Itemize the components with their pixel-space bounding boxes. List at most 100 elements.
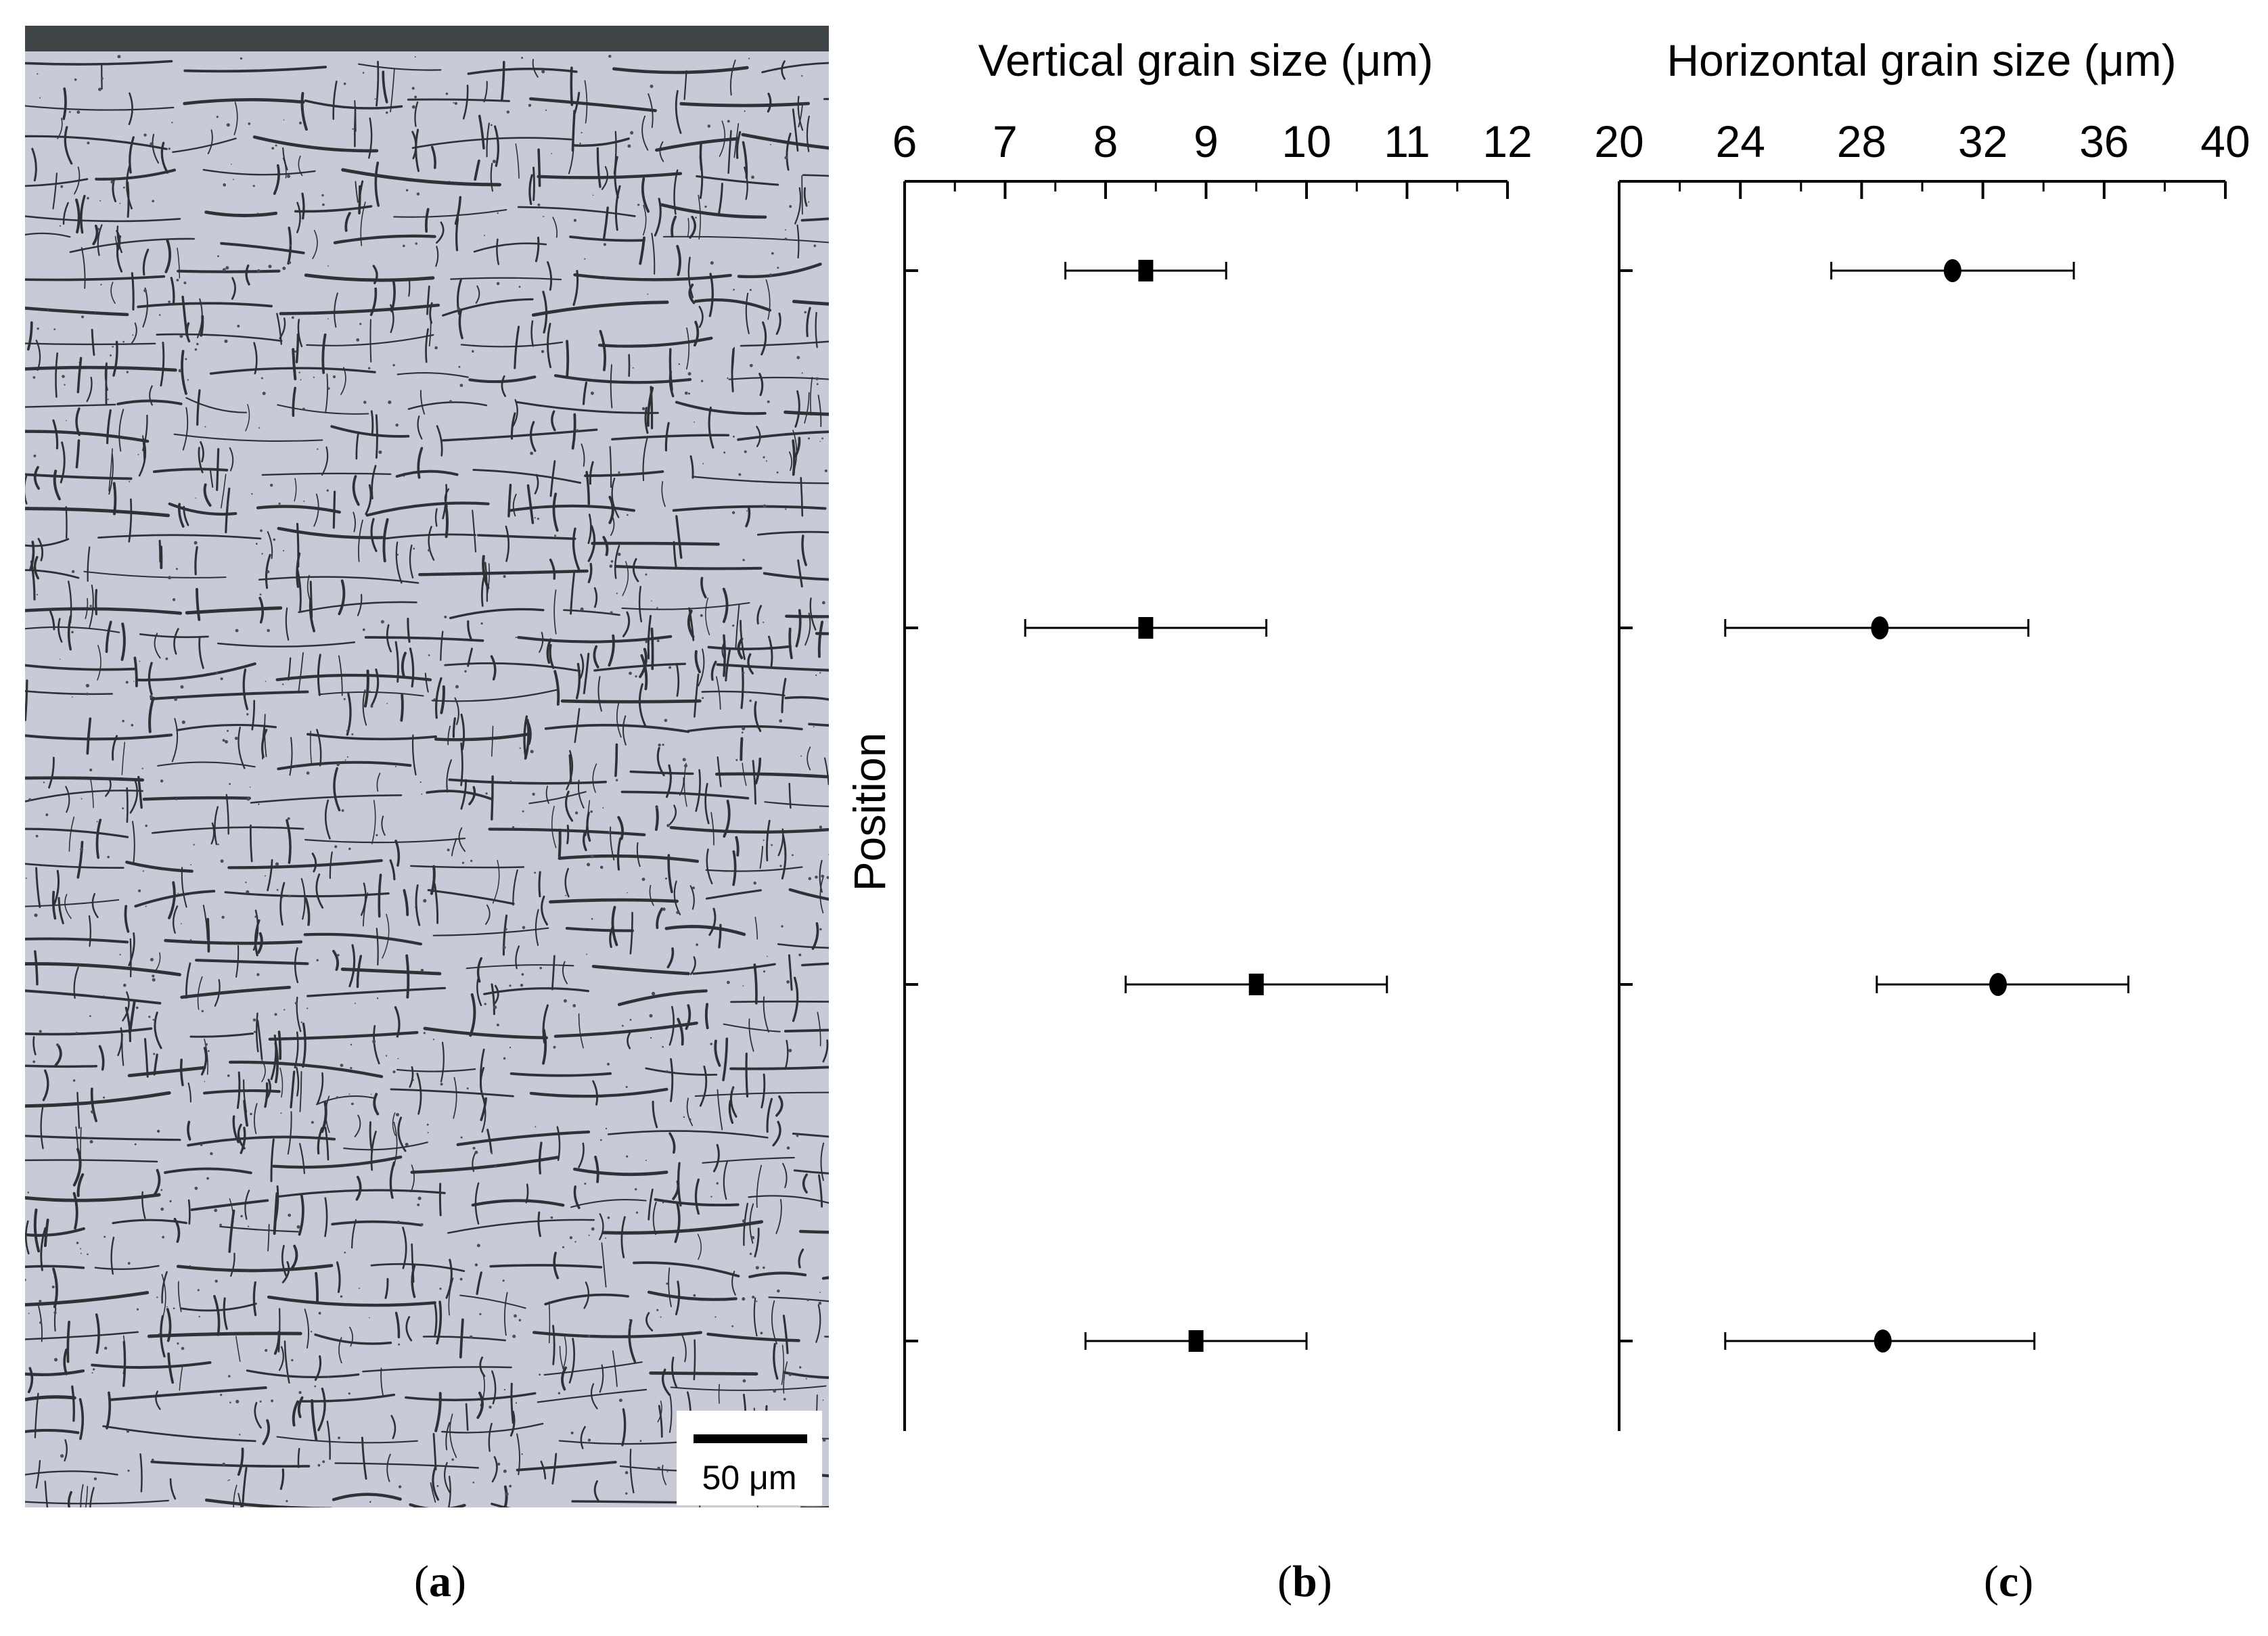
grain-boundary bbox=[610, 826, 615, 861]
inclusion-dot bbox=[93, 1477, 97, 1480]
grain-boundary bbox=[476, 957, 482, 983]
grain-boundary bbox=[587, 525, 596, 562]
grain-boundary bbox=[310, 731, 313, 765]
inclusion-dot bbox=[189, 1265, 191, 1267]
inclusion-dot bbox=[117, 55, 121, 59]
inclusion-dot bbox=[352, 128, 354, 130]
grain-boundary bbox=[136, 662, 256, 682]
grain-boundary bbox=[639, 647, 648, 679]
inclusion-dot bbox=[348, 1392, 350, 1395]
grain-boundary bbox=[781, 1344, 784, 1386]
grain-boundary bbox=[648, 93, 654, 129]
grain-boundary bbox=[237, 1123, 246, 1150]
grain-boundary bbox=[112, 735, 118, 761]
grain-boundary bbox=[442, 298, 534, 317]
grain-boundary bbox=[49, 610, 55, 631]
grain-boundary bbox=[214, 806, 219, 845]
grain-boundary bbox=[806, 306, 811, 338]
inclusion-dot bbox=[172, 598, 176, 601]
grain-boundary bbox=[139, 633, 209, 639]
inclusion-dot bbox=[784, 156, 788, 160]
grain-boundary bbox=[416, 1072, 422, 1115]
grain-boundary bbox=[173, 433, 323, 442]
grain-boundary bbox=[740, 737, 744, 761]
inclusion-dot bbox=[47, 309, 49, 311]
grain-boundary bbox=[380, 1367, 384, 1396]
inclusion-dot bbox=[485, 792, 488, 795]
inclusion-dot bbox=[512, 826, 515, 829]
grain-boundary bbox=[491, 1456, 498, 1482]
inclusion-dot bbox=[374, 98, 376, 100]
grain-boundary bbox=[424, 208, 430, 233]
grain-boundary bbox=[480, 576, 485, 607]
grain-boundary bbox=[517, 206, 636, 217]
inclusion-dot bbox=[662, 1202, 664, 1204]
inclusion-dot bbox=[627, 892, 628, 894]
inclusion-dot bbox=[522, 810, 524, 813]
inclusion-dot bbox=[250, 1112, 252, 1116]
grain-boundary bbox=[430, 865, 436, 895]
inclusion-dot bbox=[666, 823, 670, 827]
inclusion-dot bbox=[119, 202, 121, 204]
x-tick-label: 7 bbox=[993, 116, 1018, 166]
inclusion-dot bbox=[398, 1343, 401, 1346]
grain-boundary bbox=[723, 799, 731, 838]
grain-boundary bbox=[483, 987, 590, 995]
grain-boundary bbox=[173, 1217, 181, 1243]
inclusion-dot bbox=[104, 1346, 108, 1350]
grain-boundary bbox=[325, 373, 329, 413]
grain-boundary bbox=[573, 1167, 668, 1177]
inclusion-dot bbox=[664, 719, 668, 723]
grain-boundary bbox=[472, 1152, 476, 1173]
panel-label-c: (c) bbox=[1984, 1557, 2034, 1606]
inclusion-dot bbox=[156, 1129, 160, 1133]
grain-boundary bbox=[94, 1265, 160, 1271]
inclusion-dot bbox=[662, 1045, 664, 1048]
scale-bar-label: 50 μm bbox=[702, 1459, 797, 1497]
grain-boundary bbox=[108, 448, 113, 492]
grain-boundary bbox=[74, 166, 81, 195]
grain-boundary bbox=[396, 1068, 476, 1072]
grain-boundary bbox=[256, 505, 341, 514]
grain-boundary bbox=[694, 673, 700, 718]
grain-boundary bbox=[64, 126, 73, 165]
grain-boundary bbox=[795, 609, 802, 647]
grain-boundary bbox=[273, 164, 280, 196]
inclusion-dot bbox=[696, 943, 698, 947]
grain-boundary bbox=[819, 875, 825, 914]
grain-boundary bbox=[708, 273, 714, 317]
grain-boundary bbox=[233, 1484, 237, 1507]
inclusion-dot bbox=[392, 364, 395, 367]
inclusion-dot bbox=[413, 547, 415, 550]
inclusion-dot bbox=[515, 1402, 518, 1404]
x-tick-label: 32 bbox=[1958, 116, 2008, 166]
grain-boundary bbox=[785, 614, 829, 618]
inclusion-dot bbox=[62, 375, 65, 378]
grain-boundary bbox=[551, 1453, 558, 1485]
inclusion-dot bbox=[629, 1326, 631, 1329]
grain-boundary bbox=[304, 838, 466, 844]
inclusion-dot bbox=[286, 1500, 288, 1503]
grain-boundary bbox=[602, 536, 609, 556]
grain-boundary bbox=[302, 1022, 307, 1068]
inclusion-dot bbox=[256, 973, 260, 976]
inclusion-dot bbox=[150, 142, 154, 146]
inclusion-dot bbox=[359, 323, 362, 325]
inclusion-dot bbox=[551, 153, 553, 155]
grain-boundary bbox=[25, 1265, 85, 1269]
inclusion-dot bbox=[504, 928, 507, 931]
grain-boundary bbox=[434, 1392, 442, 1432]
grain-boundary bbox=[304, 1309, 310, 1349]
inclusion-dot bbox=[710, 1043, 712, 1045]
inclusion-dot bbox=[751, 1235, 755, 1240]
grain-boundary bbox=[544, 1293, 629, 1306]
grain-boundary bbox=[40, 1227, 47, 1271]
grain-boundary bbox=[97, 645, 101, 681]
grain-boundary bbox=[324, 1197, 328, 1237]
grain-boundary bbox=[587, 514, 592, 545]
grain-boundary bbox=[358, 63, 442, 71]
inclusion-dot bbox=[258, 803, 260, 805]
grain-boundary bbox=[316, 729, 322, 767]
grain-boundary bbox=[288, 657, 292, 681]
grain-boundary bbox=[572, 270, 579, 306]
